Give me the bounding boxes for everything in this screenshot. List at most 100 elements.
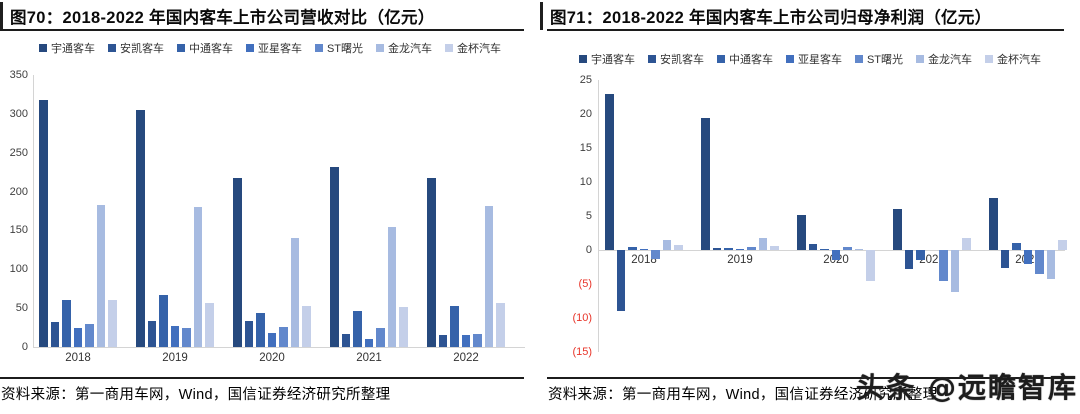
bar-金杯汽车-2018 [674,244,683,250]
y-tick-label: 200 [9,185,28,198]
y-tick-label: 20 [579,108,592,120]
bar-宇通客车-2019 [136,109,145,347]
panel-revenue-chart: 图70：2018-2022 年国内客车上市公司营收对比（亿元） 宇通客车 安凯客车… [0,2,540,403]
bar-亚星客车-2022 [461,335,471,347]
bar-安凯客车-2021 [904,250,914,270]
source-divider [547,377,1064,379]
source-divider [0,377,524,379]
bar-宇通客车-2018 [39,99,48,347]
bar-宇通客车-2022 [989,198,998,250]
bar-安凯客车-2018 [616,250,626,311]
legend-label: 金龙汽车 [388,43,433,55]
bar-金龙汽车-2018 [96,204,106,347]
legend-label: 金杯汽车 [457,43,502,55]
bar-中通客车-2018 [628,247,637,250]
bar-金杯汽车-2019 [205,303,214,347]
legend-item-安凯客车: 安凯客车 [647,51,704,67]
bar-金龙汽车-2019 [758,237,768,250]
legend-label: 金杯汽车 [997,54,1042,66]
legend-label: 宇通客车 [590,54,635,66]
bar-中通客车-2022 [1012,242,1021,250]
legend-swatch-icon [445,44,454,52]
bar-中通客车-2020 [256,312,265,347]
x-category-label: 2018 [65,352,91,364]
legend-item-中通客车: 中通客车 [716,51,773,67]
y-tick-label: 350 [9,69,28,81]
legend-item-金龙汽车: 金龙汽车 [376,40,432,56]
bar-亚星客车-2022 [1023,250,1033,265]
bar-中通客车-2019 [159,294,168,347]
bar-亚星客车-2018 [73,327,83,347]
y-tick-label: (5) [578,278,592,290]
legend-swatch-icon [38,44,47,52]
legend-item-安凯客车: 安凯客车 [107,40,164,56]
source-note: 资料来源：第一商用车网，Wind，国信证券经济研究所整理 [548,387,938,403]
bar-亚星客车-2020 [267,333,277,347]
bar-金杯汽车-2021 [962,238,971,250]
y-axis-line [33,75,34,347]
legend-netprofit: 宇通客车 安凯客车 中通客车 亚星客车 ST曙光 金龙汽车 金杯汽车 [540,51,1080,67]
bar-中通客车-2021 [916,250,925,261]
bar-安凯客车-2018 [50,322,60,347]
legend-item-亚星客车: 亚星客车 [245,40,302,56]
y-tick-label: 0 [21,341,28,353]
legend-label: 宇通客车 [50,43,95,55]
y-tick-label: 100 [9,263,28,276]
bar-亚星客车-2018 [639,249,649,251]
legend-label: 亚星客车 [257,43,302,55]
bar-金龙汽车-2022 [1046,250,1056,279]
legend-item-亚星客车: 亚星客车 [785,51,842,67]
x-category-label: 2021 [356,352,382,364]
bar-中通客车-2018 [62,300,71,347]
y-tick-label: 25 [579,74,592,86]
legend-revenue: 宇通客车 安凯客车 中通客车 亚星客车 ST曙光 金龙汽车 金杯汽车 [0,40,540,56]
bar-金龙汽车-2020 [290,238,300,347]
legend-swatch-icon [176,44,185,52]
legend-label: 安凯客车 [659,54,704,66]
bar-ST曙光-2020 [843,246,852,250]
bar-金杯汽车-2022 [496,303,505,347]
bar-安凯客车-2020 [244,321,254,347]
bar-宇通客车-2018 [605,93,614,250]
legend-swatch-icon [985,55,994,63]
bar-中通客车-2019 [724,247,733,250]
legend-label: 中通客车 [188,43,233,55]
bar-ST曙光-2019 [747,246,756,250]
legend-swatch-icon [107,44,116,52]
chart-title-netprofit: 图71：2018-2022 年国内客车上市公司归母净利润（亿元） [540,2,991,30]
bar-chart-revenue: 0 50 100 150 200 250 300 350 2018 2019 2020 2021 202… [9,69,525,364]
bar-中通客车-2022 [450,305,459,347]
bar-金杯汽车-2019 [770,245,779,250]
x-category-label: 2020 [259,352,285,364]
bar-金龙汽车-2021 [387,227,397,347]
bar-金龙汽车-2022 [484,205,494,347]
bar-ST曙光-2021 [376,328,385,347]
bar-金杯汽车-2020 [302,305,311,347]
y-tick-label: 50 [15,302,28,315]
y-tick-label: 0 [585,244,592,256]
y-axis-line [598,80,599,352]
bar-亚星客车-2021 [364,339,374,347]
bar-金杯汽车-2022 [1058,240,1067,250]
legend-item-金杯汽车: 金杯汽车 [445,40,501,56]
legend-item-金龙汽车: 金龙汽车 [916,51,972,67]
y-tick-label: (10) [572,312,592,324]
bar-安凯客车-2022 [438,335,448,347]
bar-ST曙光-2019 [182,328,191,347]
bar-安凯客车-2021 [341,333,351,347]
bar-ST曙光-2020 [279,326,288,347]
legend-label: 亚星客车 [797,54,842,66]
legend-item-金杯汽车: 金杯汽车 [985,51,1041,67]
y-tick-label: 5 [585,210,592,222]
x-category-label: 2019 [162,352,188,364]
x-axis-line [33,347,525,348]
x-axis-line [598,250,1065,251]
legend-item-宇通客车: 宇通客车 [38,40,95,56]
legend-swatch-icon [716,55,725,63]
bar-安凯客车-2020 [808,243,818,250]
bar-ST曙光-2022 [1035,250,1044,275]
legend-swatch-icon [314,44,323,52]
bar-亚星客车-2019 [170,326,180,347]
y-tick-label: 15 [579,142,592,154]
bar-中通客车-2021 [353,311,362,347]
